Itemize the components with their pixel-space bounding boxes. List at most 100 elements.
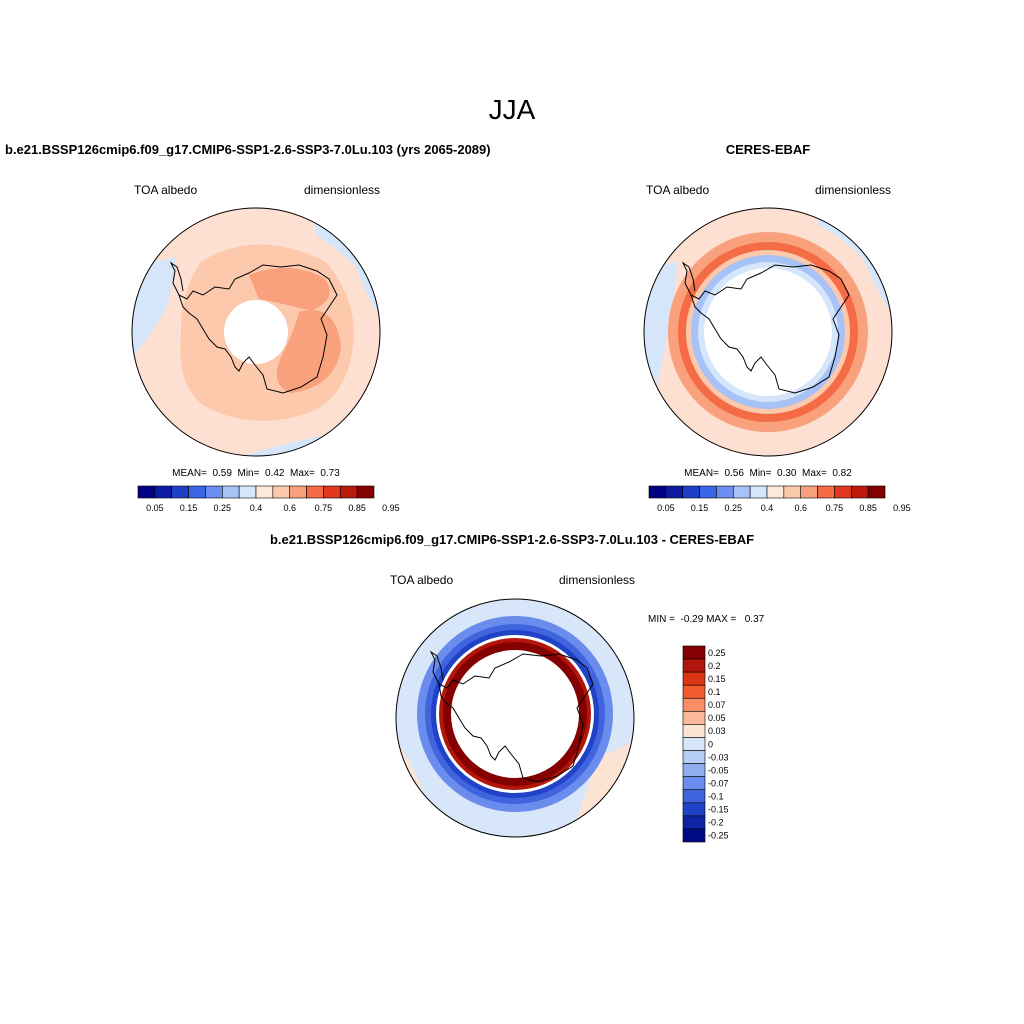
model-colorbar-swatch	[154, 485, 173, 499]
obs-polar-map	[643, 207, 893, 457]
model-colorbar-tick-label: 0.6	[283, 503, 296, 513]
diff-peninsula-outline	[429, 650, 444, 685]
obs-colorbar-swatch	[732, 485, 751, 499]
diff-colorbar-tick-label: -0.05	[708, 765, 729, 775]
model-polar-map	[131, 207, 381, 457]
diff-colorbar-tick-label: -0.07	[708, 778, 729, 788]
diff-colorbar-swatch	[682, 815, 706, 830]
diff-colorbar-swatch	[682, 645, 706, 660]
diff-colorbar-tick-label: 0.05	[708, 713, 726, 723]
obs-antarctica-coastline	[690, 264, 850, 394]
model-colorbar-swatch	[238, 485, 257, 499]
obs-colorbar-swatch	[716, 485, 734, 499]
model-colorbar-tick-label: 0.25	[214, 503, 232, 513]
obs-panel-title: CERES-EBAF	[725, 142, 811, 157]
model-high-albedo-east	[249, 267, 330, 311]
model-variable-label: TOA albedo	[134, 183, 198, 197]
diff-colorbar-swatch	[682, 802, 706, 817]
obs-colorbar-swatch	[665, 485, 684, 499]
obs-colorbar-swatch	[783, 485, 802, 499]
model-colorbar-tick-label: 0.85	[348, 503, 366, 513]
model-colorbar-tick-label: 0.75	[315, 503, 333, 513]
model-colorbar-swatch	[205, 485, 223, 499]
obs-colorbar-swatch	[850, 485, 869, 499]
diff-colorbar-swatch	[682, 828, 706, 843]
obs-variable-label: TOA albedo	[646, 183, 710, 197]
obs-colorbar-swatch	[800, 485, 818, 499]
obs-colorbar-tick-label: 0.15	[691, 503, 709, 513]
diff-colorbar-tick-label: 0.2	[708, 661, 721, 671]
diff-colorbar-swatch	[682, 737, 706, 751]
obs-colorbar-tick-label: 0.25	[725, 503, 743, 513]
diff-colorbar-tick-label: -0.2	[708, 818, 724, 828]
obs-colorbar-tick-label: 0.4	[761, 503, 774, 513]
diff-colorbar-tick-label: 0.03	[708, 726, 726, 736]
obs-colorbar-tick-label: 0.75	[826, 503, 844, 513]
diff-colorbar-tick-label: 0	[708, 739, 713, 749]
diff-variable-label: TOA albedo	[390, 573, 454, 587]
model-colorbar-swatch	[171, 485, 189, 499]
obs-colorbar-swatch	[817, 485, 835, 499]
model-colorbar-swatch	[137, 485, 156, 499]
diff-colorbar-tick-label: -0.03	[708, 752, 729, 762]
model-colorbar-swatch	[272, 485, 291, 499]
diff-colorbar-swatch	[682, 789, 706, 804]
diff-map-border	[395, 598, 635, 838]
diff-panel-title: b.e21.BSSP126cmip6.f09_g17.CMIP6-SSP1-2.…	[269, 532, 755, 547]
diff-colorbar-swatch	[682, 776, 706, 791]
obs-colorbar-tick-label: 0.85	[859, 503, 877, 513]
model-units-label: dimensionless	[304, 183, 381, 197]
model-polar-hole	[224, 300, 288, 364]
model-colorbar-tick-label: 0.4	[250, 503, 263, 513]
obs-units-label: dimensionless	[815, 183, 892, 197]
diff-colorbar-swatch	[682, 658, 706, 673]
obs-colorbar-swatch	[648, 485, 667, 499]
obs-colorbar-tick-label: 0.05	[657, 503, 675, 513]
obs-peninsula-outline	[681, 261, 696, 296]
diff-colorbar-tick-label: 0.25	[708, 648, 726, 658]
obs-colorbar-swatch	[749, 485, 768, 499]
model-colorbar-swatch	[306, 485, 324, 499]
model-panel-title: b.e21.BSSP126cmip6.f09_g17.CMIP6-SSP1-2.…	[5, 142, 491, 157]
model-colorbar-tick-label: 0.95	[382, 503, 400, 513]
model-colorbar-swatch	[323, 485, 341, 499]
model-colorbar-swatch	[221, 485, 240, 499]
obs-colorbar-tick-label: 0.6	[794, 503, 807, 513]
model-peninsula-outline	[169, 261, 184, 296]
obs-colorbar-swatch	[766, 485, 785, 499]
model-antarctica-coastline	[178, 264, 338, 394]
diff-colorbar-tick-label: 0.07	[708, 700, 726, 710]
model-colorbar-swatch	[339, 485, 358, 499]
model-colorbar-tick-label: 0.15	[180, 503, 198, 513]
obs-stats: MEAN= 0.56 Min= 0.30 Max= 0.82	[684, 468, 852, 479]
diff-colorbar-swatch	[682, 671, 706, 686]
diff-missing-interior	[451, 650, 579, 778]
diff-colorbar-swatch	[682, 763, 706, 777]
obs-missing-interior	[704, 268, 832, 396]
obs-colorbar: 0.05 0.15 0.25 0.4 0.6 0.75 0.85 0.95	[648, 485, 911, 513]
diff-stats: MIN = -0.29 MAX = 0.37	[648, 614, 765, 625]
model-colorbar: 0.05 0.15 0.25 0.4 0.6 0.75 0.85 0.95	[137, 485, 400, 513]
model-colorbar-swatch	[356, 485, 375, 499]
diff-colorbar-tick-label: 0.1	[708, 687, 721, 697]
diff-colorbar-tick-label: -0.25	[708, 831, 729, 841]
model-colorbar-swatch	[255, 485, 274, 499]
obs-map-border	[643, 207, 893, 457]
diff-colorbar-swatch	[682, 697, 706, 712]
main-title: JJA	[488, 94, 536, 125]
diff-colorbar-swatch	[682, 711, 706, 725]
diff-colorbar-tick-label: -0.1	[708, 792, 724, 802]
diff-polar-map	[395, 598, 635, 838]
obs-colorbar-tick-label: 0.95	[893, 503, 911, 513]
model-map-border	[131, 207, 381, 457]
model-colorbar-tick-label: 0.05	[146, 503, 164, 513]
model-colorbar-swatch	[289, 485, 307, 499]
diff-colorbar-swatch	[682, 724, 706, 738]
obs-colorbar-swatch	[867, 485, 886, 499]
diff-colorbar-swatch	[682, 684, 706, 699]
model-colorbar-swatch	[188, 485, 206, 499]
diff-antarctica-coastline	[438, 653, 594, 783]
diff-colorbar: 0.25 0.2 0.15 0.1 0.07 0.05 0.03 0 -0.03 -0.05 -0.…	[682, 645, 729, 843]
diff-colorbar-tick-label: -0.15	[708, 805, 729, 815]
obs-colorbar-swatch	[699, 485, 717, 499]
